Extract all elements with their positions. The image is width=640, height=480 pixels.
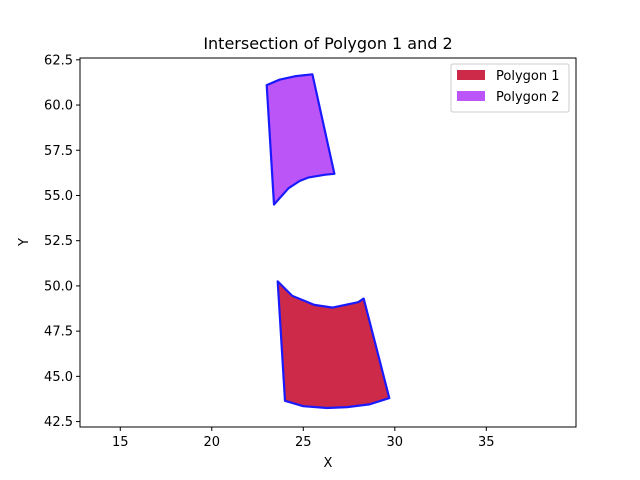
y-tick-label: 52.5 bbox=[44, 234, 73, 249]
legend: Polygon 1 Polygon 2 bbox=[450, 63, 570, 113]
y-tick-label: 45.0 bbox=[44, 370, 73, 385]
y-tick-label: 42.5 bbox=[44, 415, 73, 430]
tick-group: 15 20 25 30 35 42.5 45.0 47.5 50.0 52.5 55.0 57.5 60… bbox=[44, 53, 495, 450]
plot-frame bbox=[79, 57, 577, 428]
y-tick-label: 62.5 bbox=[44, 53, 73, 68]
y-tick-label: 60.0 bbox=[44, 99, 73, 114]
legend-label-2: Polygon 2 bbox=[496, 90, 559, 105]
legend-swatch-2 bbox=[457, 91, 485, 101]
legend-swatch-1 bbox=[457, 70, 485, 80]
plot-area bbox=[265, 73, 391, 410]
x-tick-label: 35 bbox=[478, 435, 495, 450]
x-tick-label: 30 bbox=[387, 435, 404, 450]
chart-title: Intersection of Polygon 1 and 2 bbox=[203, 34, 452, 53]
x-tick-label: 20 bbox=[204, 435, 221, 450]
polygon-1 bbox=[276, 280, 391, 410]
y-tick-label: 57.5 bbox=[44, 144, 73, 159]
y-axis-label: Y bbox=[17, 238, 32, 247]
x-tick-label: 25 bbox=[295, 435, 312, 450]
x-axis-label: X bbox=[324, 456, 333, 471]
y-tick-label: 55.0 bbox=[44, 189, 73, 204]
legend-label-1: Polygon 1 bbox=[496, 69, 559, 84]
y-tick-label: 47.5 bbox=[44, 325, 73, 340]
x-tick-label: 15 bbox=[112, 435, 129, 450]
polygon-2 bbox=[265, 73, 336, 206]
axes bbox=[79, 57, 577, 428]
y-tick-label: 50.0 bbox=[44, 279, 73, 294]
